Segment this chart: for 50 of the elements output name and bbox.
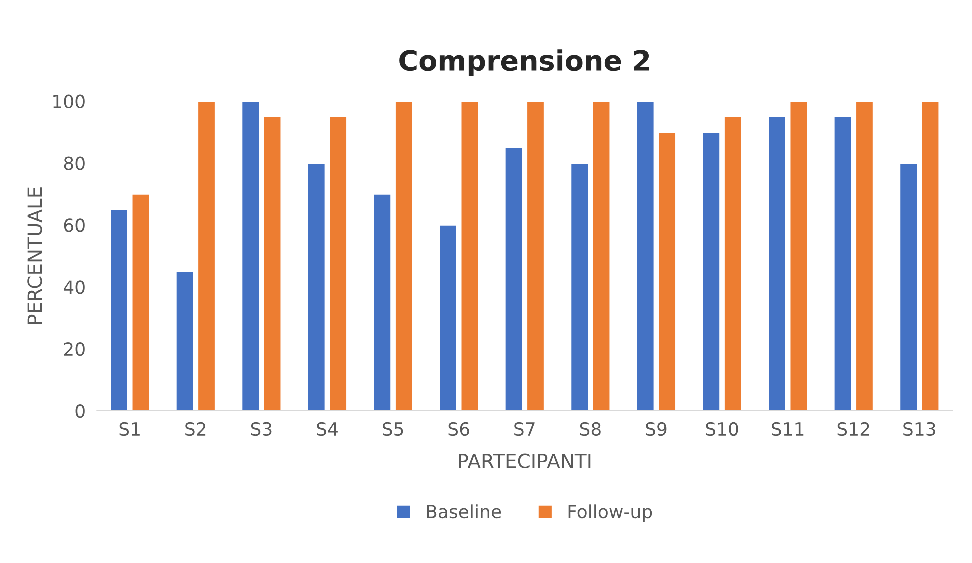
bar <box>175 270 195 411</box>
bar <box>855 101 874 411</box>
y-tick-label: 0 <box>76 404 85 418</box>
bar <box>636 101 656 411</box>
legend-label: Baseline <box>427 504 502 519</box>
x-tick-label: S11 <box>772 422 804 436</box>
bar <box>110 209 129 411</box>
bar <box>702 132 721 411</box>
bar <box>570 162 590 411</box>
x-axis-title: PARTECIPANTI <box>459 454 591 469</box>
legend-label: Follow-up <box>568 504 652 522</box>
y-axis-title: PERCENTUALE <box>28 188 42 324</box>
x-tick-label: S13 <box>904 422 936 436</box>
bar <box>833 116 853 411</box>
bar <box>307 162 326 411</box>
bar <box>592 101 612 411</box>
bar <box>504 147 524 411</box>
x-tick-label: S8 <box>580 422 601 436</box>
bar <box>460 101 480 411</box>
bar <box>724 116 743 411</box>
bar <box>768 116 787 411</box>
y-tick-label: 40 <box>64 280 85 294</box>
x-tick-label: S3 <box>251 422 272 436</box>
bar <box>131 194 151 411</box>
bar <box>328 116 348 411</box>
x-tick-label: S2 <box>186 422 206 436</box>
bar <box>789 101 808 411</box>
bar <box>438 224 458 411</box>
x-tick-label: S4 <box>317 422 338 436</box>
y-tick-label: 100 <box>54 94 85 108</box>
x-tick-label: S1 <box>120 422 140 436</box>
bar <box>262 116 282 411</box>
x-tick-label: S9 <box>646 422 667 436</box>
y-tick-label: 60 <box>64 218 85 232</box>
bar <box>394 101 414 411</box>
x-tick-label: S7 <box>514 422 535 436</box>
chart-title: Comprensione 2 <box>400 50 650 77</box>
x-tick-label: S6 <box>448 422 470 436</box>
x-tick-label: S10 <box>706 422 738 436</box>
bar <box>372 194 392 411</box>
x-tick-label: S5 <box>383 422 404 436</box>
bar <box>920 101 940 411</box>
y-tick-label: 80 <box>64 156 85 170</box>
bar <box>526 101 546 411</box>
bar <box>241 101 260 411</box>
bar <box>899 162 918 411</box>
bar <box>658 132 677 411</box>
bar <box>197 101 216 411</box>
x-tick-label: S12 <box>838 422 870 436</box>
y-tick-label: 20 <box>64 342 85 356</box>
